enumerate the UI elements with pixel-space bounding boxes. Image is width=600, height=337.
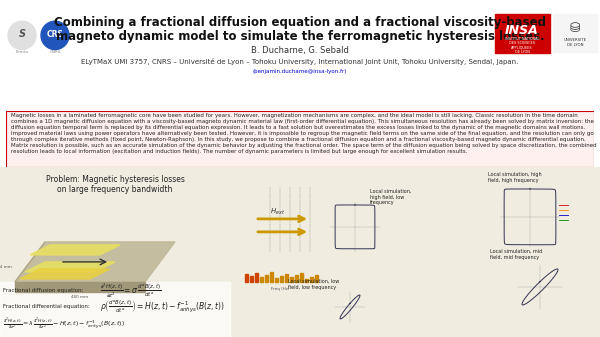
Text: $\frac{\partial^2 H(z,t)}{\partial z^2} = \lambda\, \frac{\partial^2 H(z,t)}{\pa: $\frac{\partial^2 H(z,t)}{\partial z^2} … xyxy=(3,316,125,332)
Bar xyxy=(315,275,318,282)
Text: Local simulation, high
field, high frequency: Local simulation, high field, high frequ… xyxy=(488,172,542,183)
Polygon shape xyxy=(30,245,120,255)
Text: Magnetic losses in a laminated ferromagnetic core have been studied for years. H: Magnetic losses in a laminated ferromagn… xyxy=(11,113,596,154)
Text: UNIVERSITE
DE LYON: UNIVERSITE DE LYON xyxy=(563,38,587,47)
Text: Combining a fractional diffusion equation and a fractional viscosity-based: Combining a fractional diffusion equatio… xyxy=(54,16,546,29)
Bar xyxy=(245,274,248,282)
Bar xyxy=(0,282,230,337)
Bar xyxy=(270,272,273,282)
Text: S: S xyxy=(19,29,25,39)
Text: CNRS: CNRS xyxy=(49,50,61,54)
Text: magneto dynamic model to simulate the ferromagnetic hysteresis losses.: magneto dynamic model to simulate the fe… xyxy=(56,30,544,43)
FancyBboxPatch shape xyxy=(6,111,594,167)
Bar xyxy=(290,277,293,282)
Text: INSA: INSA xyxy=(505,24,539,37)
Bar xyxy=(0,167,230,337)
Bar xyxy=(495,14,550,53)
Text: Local simulation,
high field, low
frequency: Local simulation, high field, low freque… xyxy=(370,189,412,206)
Text: Local simulation, low
field, low frequency: Local simulation, low field, low frequen… xyxy=(288,279,339,290)
Text: Fractional diffusion equation:: Fractional diffusion equation: xyxy=(3,288,83,294)
Text: 480 mm: 480 mm xyxy=(71,295,89,299)
Circle shape xyxy=(8,21,36,50)
Bar xyxy=(285,274,288,282)
Text: Freq (Hz): Freq (Hz) xyxy=(271,287,289,291)
Text: (benjamin.ducharne@insa-lyon.fr): (benjamin.ducharne@insa-lyon.fr) xyxy=(253,69,347,74)
Polygon shape xyxy=(15,242,175,282)
Text: $H_{ext}$: $H_{ext}$ xyxy=(271,207,286,217)
Bar xyxy=(300,273,303,282)
Bar xyxy=(310,277,313,282)
Text: CRS: CRS xyxy=(47,30,64,39)
Polygon shape xyxy=(25,262,115,272)
Text: INSTITUT NATIONAL
DES SCIENCES
APPLIQUEES
DE LYON: INSTITUT NATIONAL DES SCIENCES APPLIQUEE… xyxy=(505,37,539,54)
Text: 3.4 mm: 3.4 mm xyxy=(0,265,12,269)
Text: $\rho\left(\frac{d^{\alpha} B(z,t)}{dt^{\alpha}}\right) = H(z,t) - f_{anhys}^{-1: $\rho\left(\frac{d^{\alpha} B(z,t)}{dt^{… xyxy=(100,299,225,315)
Bar xyxy=(260,277,263,282)
Text: B. Ducharne, G. Sebald: B. Ducharne, G. Sebald xyxy=(251,46,349,55)
Circle shape xyxy=(41,21,69,50)
Text: Problem: Magnetic hysteresis losses
on large frequency bandwidth: Problem: Magnetic hysteresis losses on l… xyxy=(46,175,184,194)
Text: ELyTMaX UMI 3757, CNRS – Université de Lyon – Tohoku University, International J: ELyTMaX UMI 3757, CNRS – Université de L… xyxy=(82,58,518,65)
Text: Femto: Femto xyxy=(16,50,28,54)
Text: $\frac{\partial^2 H(z,t)}{\partial z^2} = \sigma\, \frac{d^{\alpha} B(z,t)}{dt^{: $\frac{\partial^2 H(z,t)}{\partial z^2} … xyxy=(100,281,161,300)
Polygon shape xyxy=(15,242,45,282)
Bar xyxy=(305,279,308,282)
Text: Fractional differential equation:: Fractional differential equation: xyxy=(3,304,90,309)
Bar xyxy=(553,14,598,53)
Bar xyxy=(265,275,268,282)
Bar xyxy=(280,276,283,282)
Text: ⛁: ⛁ xyxy=(570,22,580,35)
Bar xyxy=(275,278,278,282)
Bar xyxy=(295,275,298,282)
Bar xyxy=(250,276,253,282)
Polygon shape xyxy=(20,269,110,279)
Polygon shape xyxy=(15,282,145,292)
Bar xyxy=(230,167,600,337)
Bar xyxy=(255,273,258,282)
Text: Local simulation, mid
field, mid frequency: Local simulation, mid field, mid frequen… xyxy=(490,249,542,260)
